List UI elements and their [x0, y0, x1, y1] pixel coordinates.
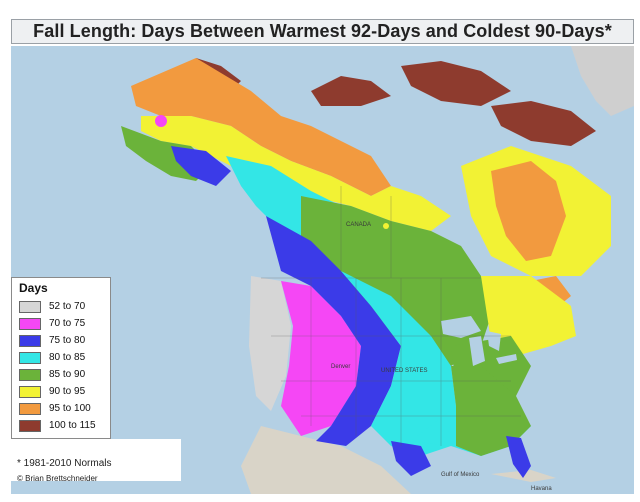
region-intermountain-magenta — [281, 281, 361, 436]
title-banner: Fall Length: Days Between Warmest 92-Day… — [11, 19, 634, 44]
legend-label: 95 to 100 — [49, 403, 91, 414]
normals-note: * 1981-2010 Normals — [17, 458, 112, 469]
label-gulf-of-mexico: Gulf of Mexico — [441, 472, 480, 478]
region-arctic-2 — [401, 61, 511, 106]
region-north-canada-yellow — [141, 116, 451, 231]
region-rockies-blue — [266, 216, 401, 446]
label-united-states: UNITED STATES — [381, 368, 428, 374]
legend-swatch — [19, 420, 41, 432]
region-florida-blue — [506, 436, 531, 478]
legend-swatch — [19, 352, 41, 364]
great-lakes-erie — [496, 354, 517, 364]
legend-title: Days — [19, 281, 48, 295]
legend-label: 85 to 90 — [49, 369, 86, 380]
legend-label: 90 to 95 — [49, 386, 86, 397]
region-alaska-peak — [155, 115, 167, 127]
great-lakes-superior — [441, 316, 481, 338]
fall-length-map — [11, 46, 634, 494]
legend-label: 80 to 85 — [49, 352, 86, 363]
label-canada: CANADA — [346, 222, 372, 228]
map-area: CANADA UNITED STATES Denver Havana Gulf … — [11, 46, 634, 494]
region-prairie-yellow-dot — [383, 223, 389, 229]
region-alaska-blue — [171, 146, 231, 186]
legend-swatch — [19, 386, 41, 398]
label-denver: Denver — [331, 364, 351, 370]
hudson-bay — [406, 131, 481, 196]
legend-swatch — [19, 335, 41, 347]
legend-swatch — [19, 403, 41, 415]
label-havana: Havana — [531, 486, 552, 492]
legend-swatch — [19, 301, 41, 313]
region-texas-blue — [391, 441, 431, 476]
region-plains-cyan — [341, 271, 456, 456]
region-westcoast-gray — [249, 276, 291, 411]
region-arctic-1 — [311, 76, 391, 106]
region-southeast-green — [451, 366, 531, 456]
mexico-land — [241, 426, 411, 494]
legend-label: 52 to 70 — [49, 301, 86, 312]
legend-label: 75 to 80 — [49, 335, 86, 346]
map-title: Fall Length: Days Between Warmest 92-Day… — [33, 21, 612, 41]
footnote-box: * 1981-2010 Normals © Brian Brettschneid… — [11, 439, 181, 483]
greenland-land — [571, 46, 634, 116]
legend-swatch — [19, 369, 41, 381]
author-credit: © Brian Brettschneider — [17, 474, 98, 483]
legend: Days 52 to 70 70 to 75 75 to 80 80 to 85 85 … — [11, 277, 111, 439]
legend-label: 100 to 115 — [49, 420, 96, 431]
boundaries — [261, 186, 521, 446]
great-lakes-michigan — [469, 336, 485, 366]
legend-swatch — [19, 318, 41, 330]
legend-label: 70 to 75 — [49, 318, 86, 329]
region-arctic-3 — [491, 101, 596, 146]
region-alaska-north — [131, 58, 391, 196]
region-quebec-orange — [491, 161, 566, 261]
